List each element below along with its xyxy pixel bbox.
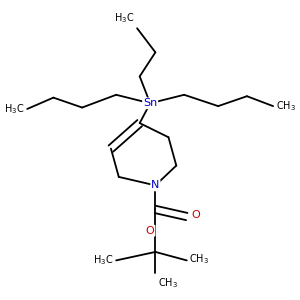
Text: Sn: Sn bbox=[143, 98, 157, 108]
Text: H$_3$C: H$_3$C bbox=[4, 102, 25, 116]
Text: O: O bbox=[146, 226, 154, 236]
Text: O: O bbox=[192, 210, 200, 220]
Text: CH$_3$: CH$_3$ bbox=[189, 252, 209, 266]
Text: H$_3$C: H$_3$C bbox=[93, 254, 113, 267]
Text: CH$_3$: CH$_3$ bbox=[276, 99, 296, 113]
Text: N: N bbox=[151, 180, 160, 190]
Text: CH$_3$: CH$_3$ bbox=[158, 276, 178, 290]
Text: H$_3$C: H$_3$C bbox=[114, 12, 134, 26]
